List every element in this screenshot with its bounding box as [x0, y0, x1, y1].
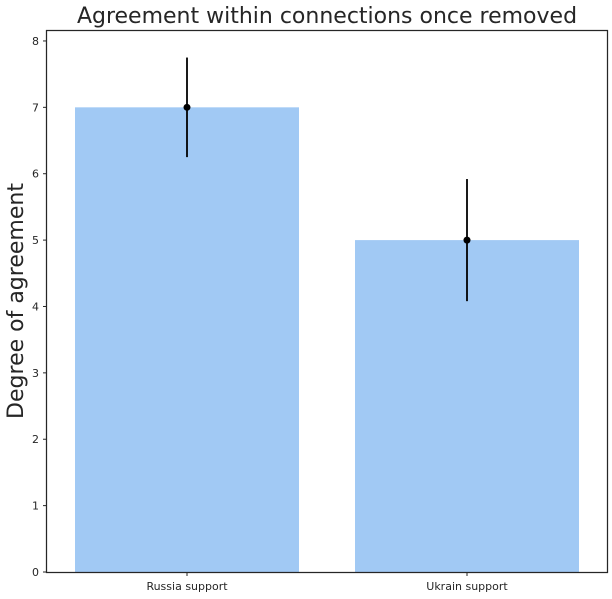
y-tick-label: 3: [32, 367, 39, 380]
y-tick-label: 0: [32, 566, 39, 579]
y-tick-label: 1: [32, 500, 39, 513]
y-axis-label: Degree of agreement: [4, 183, 29, 419]
y-tick-label: 5: [32, 234, 39, 247]
y-tick-label: 6: [32, 168, 39, 181]
mean-point: [463, 236, 471, 244]
plot-frame: [45, 29, 609, 574]
bar: [75, 107, 299, 572]
y-tick-label: 4: [32, 300, 39, 313]
y-tick-label: 7: [32, 101, 39, 114]
x-tick-label: Ukrain support: [426, 580, 508, 593]
x-tick-label: Russia support: [146, 580, 228, 593]
chart-title: Agreement within connections once remove…: [77, 4, 577, 29]
y-tick-label: 2: [32, 433, 39, 446]
mean-point: [183, 103, 191, 111]
y-tick-label: 8: [32, 35, 39, 48]
plot-area: 0 1 2 3 4 5 6 7 8 Russia support Ukrain support: [32, 35, 579, 593]
